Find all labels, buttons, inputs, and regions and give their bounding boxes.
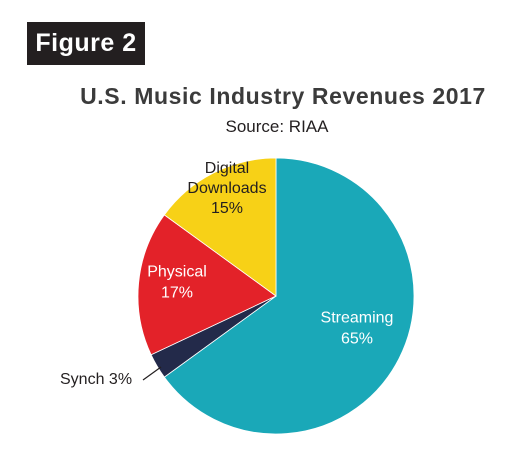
slice-label-line: Streaming (321, 310, 394, 327)
pie-slice-digital-downloads (163, 157, 277, 297)
slice-label-line: Downloads (187, 180, 266, 197)
pie-slice-streaming (163, 157, 415, 435)
slice-label-digital-downloads: Digital Downloads 15% (187, 160, 266, 217)
chart-title: U.S. Music Industry Revenues 2017 (80, 83, 486, 109)
pie-slice-physical (137, 214, 277, 356)
slice-label-synch: Synch 3% (60, 371, 132, 388)
leader-line-synch (142, 366, 162, 381)
slice-label-line: Physical (147, 264, 207, 281)
slice-label-line: 17% (161, 285, 193, 302)
slice-label-line: 65% (341, 331, 373, 348)
slice-label-physical: Physical 17% (147, 264, 207, 302)
chart-subtitle: Source: RIAA (225, 117, 329, 136)
slice-label-line: Digital (205, 160, 249, 177)
figure-label: Figure 2 (27, 22, 145, 65)
slice-label-line: 15% (211, 200, 243, 217)
slice-label-streaming: Streaming 65% (321, 310, 394, 348)
